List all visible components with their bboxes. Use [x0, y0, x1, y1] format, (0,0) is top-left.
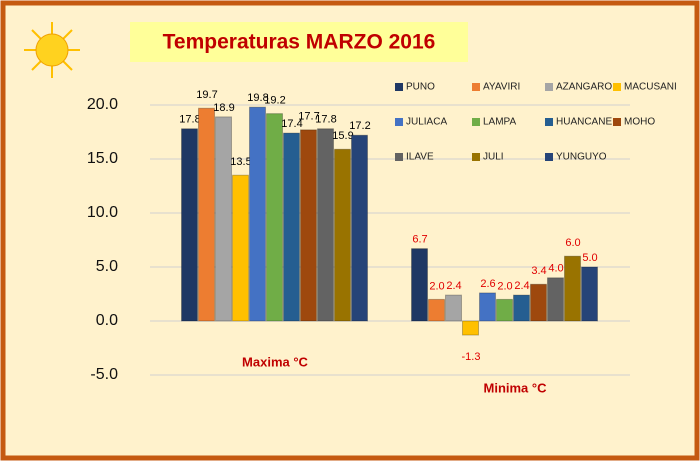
y-tick-label: -5.0	[90, 366, 118, 383]
y-tick-label: 10.0	[87, 204, 118, 221]
y-tick-label: 15.0	[87, 150, 118, 167]
legend-label: HUANCANE	[556, 117, 612, 128]
bar	[266, 113, 283, 322]
data-label: 17.8	[315, 114, 336, 126]
bar	[215, 116, 232, 322]
bar	[445, 294, 462, 322]
data-label: 4.0	[548, 263, 563, 275]
bar	[496, 298, 513, 322]
y-tick-label: 5.0	[96, 258, 118, 275]
bar	[351, 134, 368, 322]
legend-label: JULI	[483, 152, 504, 163]
bar	[530, 283, 547, 322]
data-label: 17.7	[298, 111, 319, 123]
bar	[479, 292, 496, 322]
bar	[300, 129, 317, 322]
bar	[334, 148, 351, 322]
legend-swatch	[613, 118, 621, 126]
bar	[547, 277, 564, 322]
data-label: 5.0	[582, 252, 597, 264]
legend-label: AZANGARO	[556, 82, 612, 93]
data-label: 15.9	[332, 130, 353, 142]
legend-swatch	[395, 83, 403, 91]
data-label: 17.2	[349, 120, 370, 132]
data-label: 3.4	[531, 265, 546, 277]
legend-swatch	[395, 153, 403, 161]
bar	[198, 107, 215, 322]
bar	[181, 128, 198, 322]
data-label: 2.6	[480, 278, 495, 290]
sun-icon	[24, 22, 80, 78]
legend-label: PUNO	[406, 82, 435, 93]
data-label: 19.2	[264, 95, 285, 107]
y-tick-label: 20.0	[87, 96, 118, 113]
category-label: Maxima °C	[242, 354, 309, 369]
bar	[411, 248, 428, 322]
bar	[283, 132, 300, 322]
bar	[581, 266, 598, 322]
bar	[462, 320, 479, 336]
data-label: 19.8	[247, 92, 268, 104]
legend-swatch	[545, 118, 553, 126]
data-label: 18.9	[213, 102, 234, 114]
legend-swatch	[613, 83, 621, 91]
y-tick-label: 0.0	[96, 312, 118, 329]
category-label: Minima °C	[484, 380, 548, 395]
legend-label: LAMPA	[483, 117, 516, 128]
data-label: -1.3	[462, 351, 481, 363]
legend-label: MACUSANI	[624, 82, 677, 93]
bar	[249, 106, 266, 322]
data-label: 2.0	[497, 280, 512, 292]
legend-label: JULIACA	[406, 117, 447, 128]
title-box	[130, 22, 468, 62]
data-label: 2.4	[446, 280, 461, 292]
legend-swatch	[545, 83, 553, 91]
bar	[513, 294, 530, 322]
data-label: 13.5	[230, 156, 251, 168]
bar	[232, 174, 249, 322]
data-label: 6.0	[565, 237, 580, 249]
bar	[564, 255, 581, 322]
bar	[317, 128, 334, 322]
legend-label: YUNGUYO	[556, 152, 607, 163]
bar	[428, 298, 445, 322]
data-label: 2.4	[514, 280, 529, 292]
legend-label: AYAVIRI	[483, 82, 520, 93]
data-label: 2.0	[429, 280, 444, 292]
legend-label: MOHO	[624, 117, 655, 128]
legend-label: ILAVE	[406, 152, 434, 163]
data-label: 17.4	[281, 118, 302, 130]
legend-swatch	[395, 118, 403, 126]
chart-title: Temperaturas MARZO 2016	[163, 31, 436, 54]
data-label: 6.7	[412, 234, 427, 246]
legend-swatch	[545, 153, 553, 161]
data-label: 17.8	[179, 114, 200, 126]
data-label: 19.7	[196, 89, 217, 101]
legend-swatch	[472, 83, 480, 91]
legend-swatch	[472, 153, 480, 161]
legend-swatch	[472, 118, 480, 126]
